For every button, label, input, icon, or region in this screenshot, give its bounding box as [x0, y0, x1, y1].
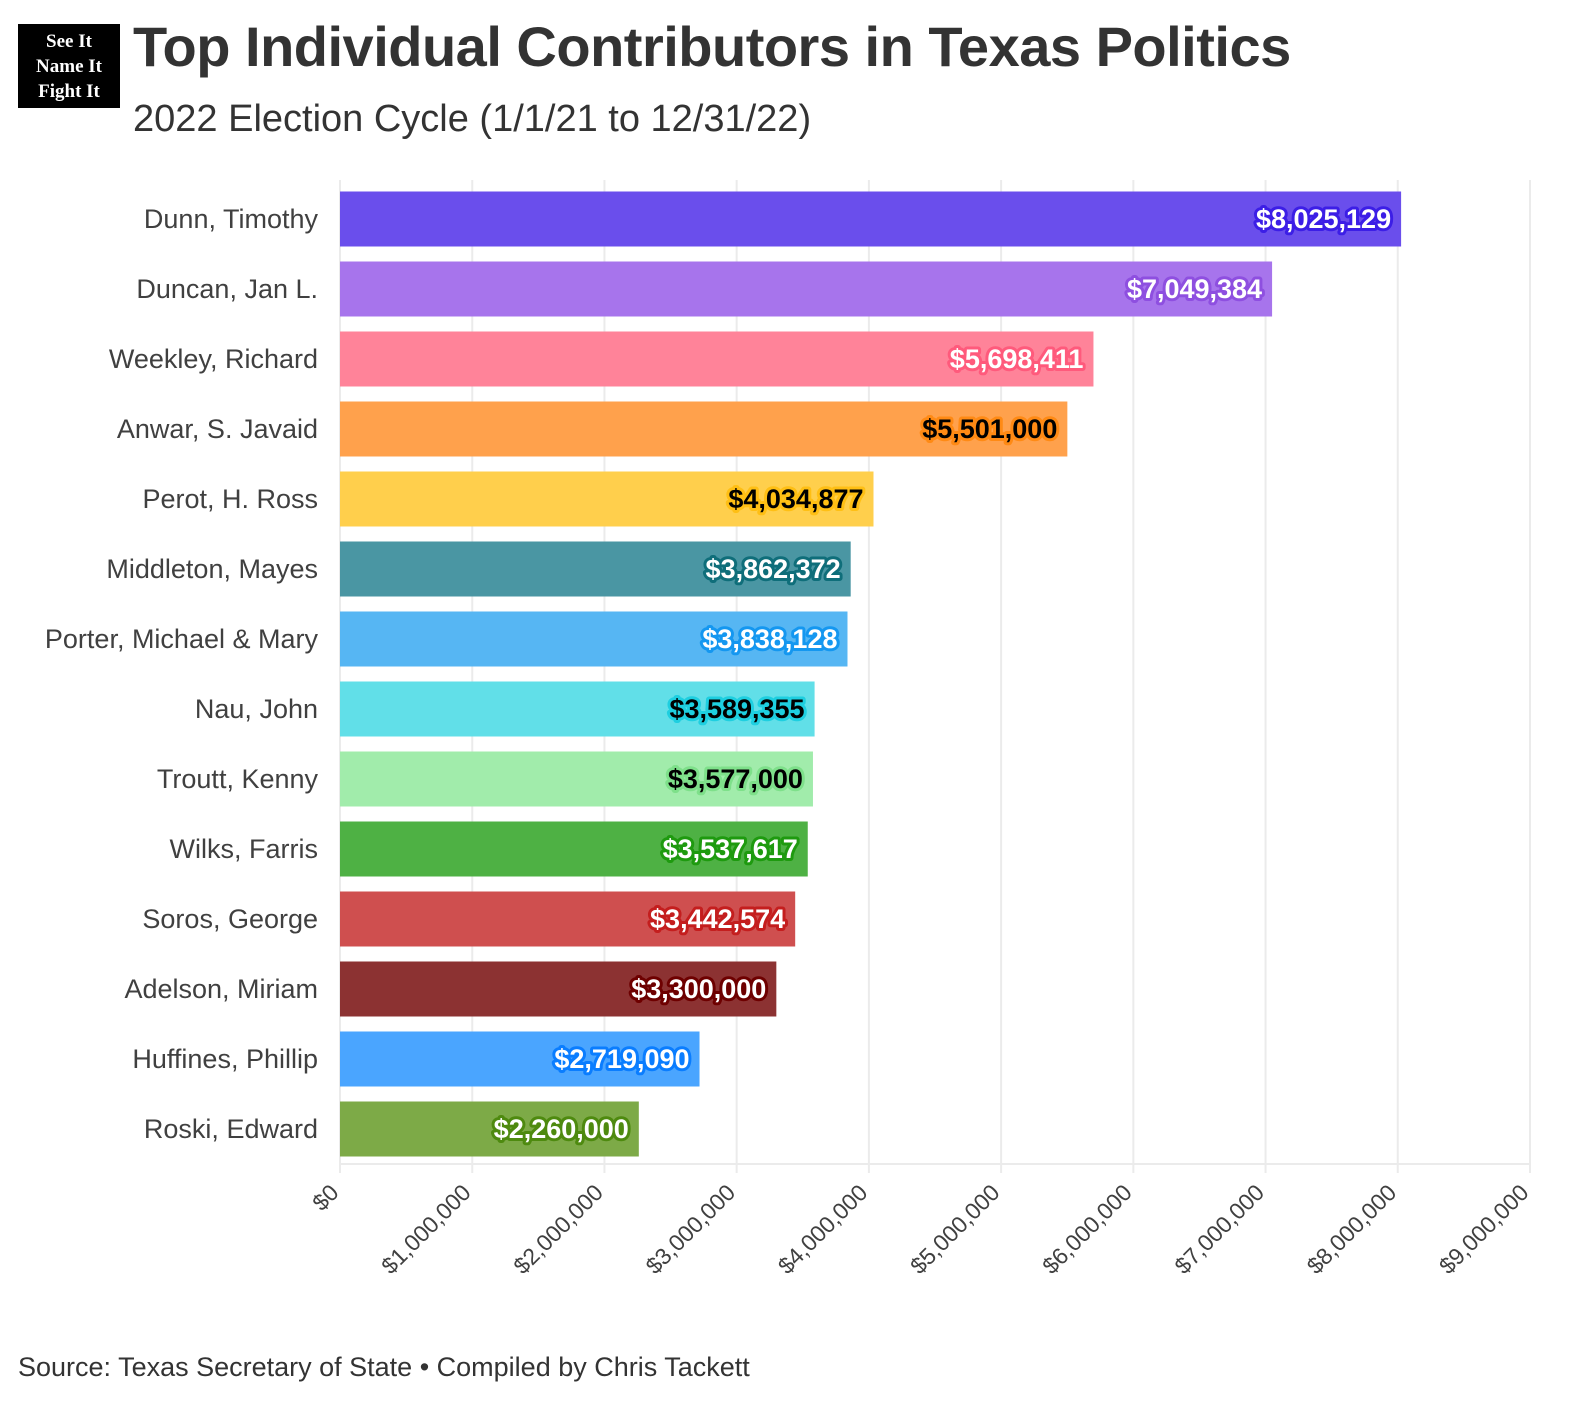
x-tick-label: $2,000,000 — [508, 1179, 608, 1279]
value-label: $3,442,574 — [650, 904, 785, 934]
bar — [340, 821, 808, 877]
source-note: Source: Texas Secretary of State • Compi… — [18, 1352, 750, 1382]
value-label: $7,049,384 — [1127, 274, 1262, 304]
bar — [340, 471, 874, 527]
value-label: $3,862,372 — [706, 554, 841, 584]
x-tick-label: $0 — [307, 1179, 343, 1215]
bar — [340, 961, 777, 1017]
category-label: Weekley, Richard — [109, 344, 318, 374]
category-labels: Dunn, Timothy Duncan, Jan L. Weekley, Rich… — [45, 204, 319, 1144]
category-label: Troutt, Kenny — [157, 764, 319, 794]
bar — [340, 891, 796, 947]
x-tick-label: $7,000,000 — [1169, 1179, 1269, 1279]
category-label: Soros, George — [142, 904, 318, 934]
category-label: Roski, Edward — [144, 1114, 318, 1144]
bar — [340, 681, 815, 737]
value-label: $3,537,617 — [663, 834, 798, 864]
value-label: $4,034,877 — [728, 484, 863, 514]
bar — [340, 1101, 639, 1157]
category-label: Nau, John — [195, 694, 318, 724]
bar — [340, 401, 1068, 457]
bar — [340, 541, 851, 597]
value-label: $5,501,000 — [922, 414, 1057, 444]
chart-title: Top Individual Contributors in Texas Pol… — [133, 15, 1291, 78]
logo-line: Name It — [36, 55, 102, 77]
category-label: Middleton, Mayes — [106, 554, 318, 584]
value-label: $8,025,129 — [1256, 204, 1391, 234]
logo-line: Fight It — [38, 80, 100, 102]
logo-line: See It — [46, 30, 92, 52]
value-label: $3,838,128 — [702, 624, 837, 654]
category-label: Huffines, Phillip — [132, 1044, 318, 1074]
bar — [340, 751, 813, 807]
category-label: Perot, H. Ross — [142, 484, 318, 514]
bar — [340, 191, 1402, 247]
bar-chart: Dunn, Timothy Duncan, Jan L. Weekley, Rich… — [45, 180, 1534, 1279]
x-tick-label: $4,000,000 — [773, 1179, 873, 1279]
value-labels: $8,025,129 $7,049,384 $5,698,411 $5,501,000… — [491, 201, 1394, 1147]
x-tick-label: $6,000,000 — [1037, 1179, 1137, 1279]
bar — [340, 611, 848, 667]
x-tick-label: $8,000,000 — [1302, 1179, 1402, 1279]
category-label: Anwar, S. Javaid — [117, 414, 318, 444]
category-label: Wilks, Farris — [170, 834, 318, 864]
category-label: Adelson, Miriam — [124, 974, 318, 1004]
x-tick-label: $9,000,000 — [1434, 1179, 1534, 1279]
x-tick-label: $1,000,000 — [376, 1179, 476, 1279]
value-label: $2,260,000 — [494, 1114, 629, 1144]
value-label: $5,698,411 — [950, 344, 1084, 374]
logo: See It Name It Fight It — [18, 24, 120, 108]
value-label: $3,577,000 — [668, 764, 803, 794]
value-label: $2,719,090 — [554, 1044, 689, 1074]
category-label: Duncan, Jan L. — [136, 274, 318, 304]
x-tick-label: $3,000,000 — [640, 1179, 740, 1279]
bar — [340, 261, 1273, 317]
bars — [340, 191, 1402, 1157]
x-tick-label: $5,000,000 — [905, 1179, 1005, 1279]
bar — [340, 331, 1094, 387]
bar — [340, 1031, 700, 1087]
value-label: $3,589,355 — [669, 694, 804, 724]
chart-subtitle: 2022 Election Cycle (1/1/21 to 12/31/22) — [133, 98, 812, 140]
category-label: Porter, Michael & Mary — [45, 624, 319, 654]
value-label: $3,300,000 — [631, 974, 766, 1004]
category-label: Dunn, Timothy — [144, 204, 319, 234]
x-axis-ticks: $0 $1,000,000 $2,000,000 $3,000,000 $4,000,0… — [307, 1164, 1534, 1279]
